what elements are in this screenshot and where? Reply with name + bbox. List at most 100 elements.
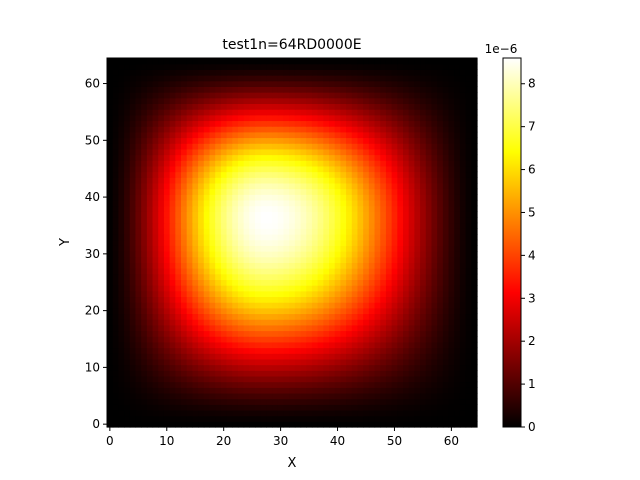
heatmap-cell [420,404,427,411]
heatmap-cell [243,188,250,195]
heatmap-cell [237,126,245,133]
heatmap-cell [437,228,444,235]
heatmap-cell [107,341,114,349]
heatmap-cell [346,92,353,99]
heatmap-cell [408,358,415,366]
heatmap-cell [311,205,319,212]
heatmap-cell [215,262,222,269]
heatmap-cell [311,324,319,332]
heatmap-cell [397,347,404,354]
heatmap-cell [420,353,427,360]
heatmap-cell [198,421,205,428]
heatmap-cell [294,188,302,195]
heatmap-cell [124,165,131,173]
heatmap-cell [220,160,228,167]
heatmap-cell [232,302,239,309]
heatmap-cell [334,330,341,337]
heatmap-cell [181,375,188,383]
heatmap-cell [260,273,267,280]
heatmap-cell [374,415,381,422]
heatmap-cell [175,154,182,161]
heatmap-cell [255,160,262,167]
heatmap-cell [215,375,222,383]
heatmap-cell [442,370,450,377]
heatmap-cell [226,131,233,139]
heatmap-cell [351,58,359,65]
heatmap-cell [317,404,324,411]
heatmap-cell [317,387,324,394]
heatmap-cell [112,177,119,184]
heatmap-cell [437,109,444,116]
heatmap-cell [437,302,444,309]
heatmap-cell [266,239,273,246]
heatmap-cell [363,392,370,400]
heatmap-cell [181,143,188,150]
heatmap-cell [163,126,171,133]
heatmap-cell [397,228,404,235]
heatmap-cell [158,324,165,332]
heatmap-cell [237,160,245,167]
heatmap-cell [465,199,472,207]
heatmap-cell [181,370,188,377]
heatmap-cell [260,392,267,400]
heatmap-cell [215,392,222,400]
heatmap-cell [118,69,125,76]
heatmap-cell [294,364,302,371]
heatmap-cell [124,375,131,383]
heatmap-cell [363,273,370,280]
heatmap-cell [255,409,262,417]
heatmap-cell [465,370,472,377]
heatmap-cell [283,171,290,178]
heatmap-cell [317,171,324,178]
heatmap-cell [209,120,216,127]
heatmap-cell [146,421,154,428]
heatmap-cell [209,58,216,65]
heatmap-cell [471,126,478,133]
heatmap-cell [186,415,193,422]
heatmap-cell [118,233,125,241]
heatmap-cell [368,80,376,87]
heatmap-cell [380,97,387,105]
heatmap-cell [408,409,415,417]
heatmap-cell [385,375,393,383]
heatmap-cell [471,97,478,105]
heatmap-cell [363,336,370,343]
heatmap-cell [277,75,285,82]
heatmap-cell [351,296,359,303]
heatmap-cell [118,302,125,309]
heatmap-cell [146,358,154,366]
heatmap-cell [420,370,427,377]
heatmap-cell [403,75,410,82]
heatmap-cell [431,75,438,82]
heatmap-cell [346,154,353,161]
heatmap-cell [317,268,324,275]
heatmap-cell [277,398,285,405]
heatmap-cell [329,290,336,298]
heatmap-cell [203,80,211,87]
heatmap-cell [272,216,279,224]
heatmap-cell [294,415,302,422]
heatmap-cell [277,109,285,116]
heatmap-cell [465,364,472,371]
heatmap-cell [420,336,427,343]
heatmap-cell [442,313,450,320]
heatmap-cell [300,387,307,394]
heatmap-cell [317,370,324,377]
heatmap-cell [112,302,119,309]
heatmap-cell [294,86,302,93]
heatmap-cell [169,330,176,337]
heatmap-cell [277,233,285,241]
heatmap-cell [403,307,410,315]
x-tick-label: 50 [387,434,402,448]
heatmap-cell [391,75,398,82]
heatmap-cell [385,347,393,354]
heatmap-cell [141,375,148,383]
heatmap-cell [397,131,404,139]
heatmap-cell [146,80,154,87]
heatmap-cell [152,358,159,366]
heatmap-cell [306,228,313,235]
heatmap-cell [311,336,319,343]
heatmap-cell [471,398,478,405]
heatmap-cell [175,353,182,360]
heatmap-cell [124,228,131,235]
